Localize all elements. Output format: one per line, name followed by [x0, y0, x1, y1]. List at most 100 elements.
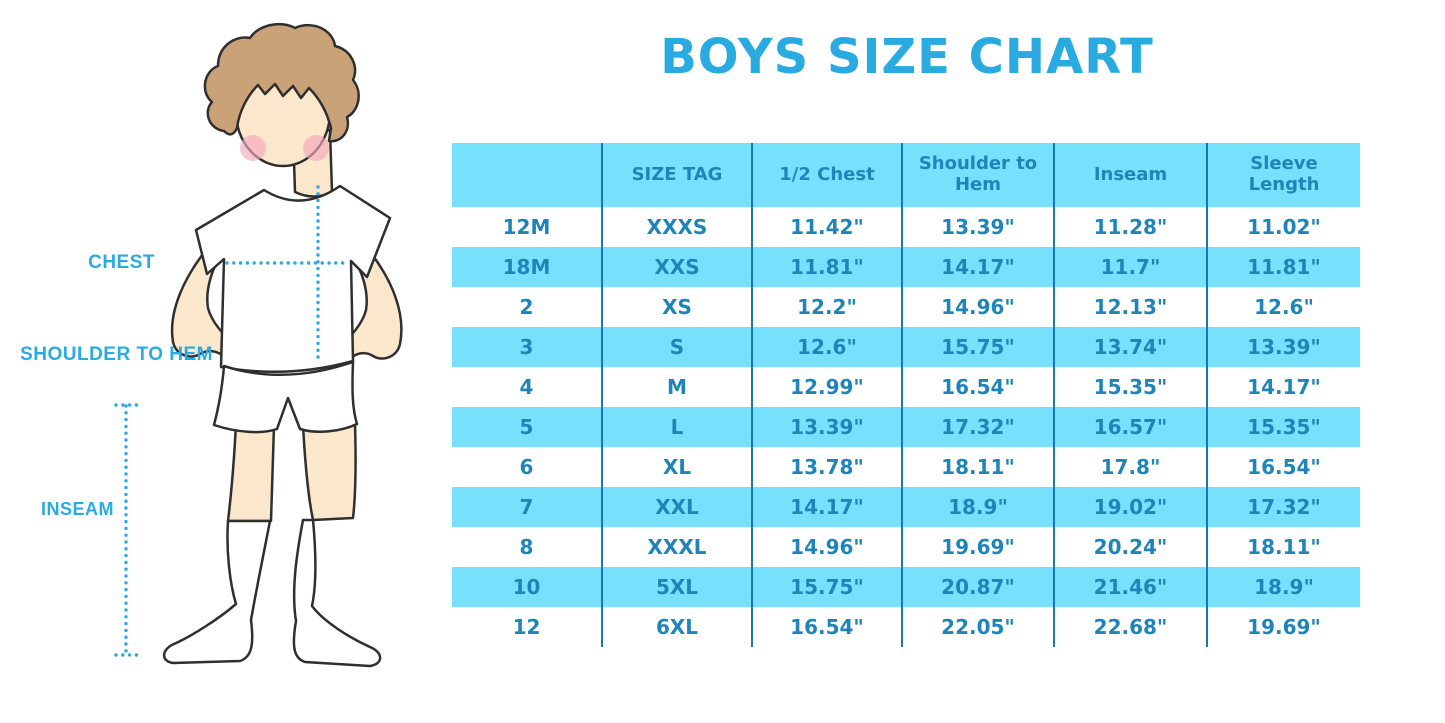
cell-sleeve-length: 18.11"	[1247, 535, 1321, 559]
cell-size: 8	[452, 527, 603, 567]
cell-half-chest: 11.42"	[752, 207, 903, 247]
cell-inseam: 11.28"	[1054, 207, 1208, 247]
cell-size: 18M	[452, 247, 603, 287]
cell-shoulder-to-hem: 19.69"	[902, 527, 1055, 567]
blush-right	[303, 135, 329, 161]
cell-size: 12M	[452, 207, 603, 247]
header-half-chest: 1/2 Chest	[752, 143, 903, 207]
cell-sleeve-length: 14.17"	[1247, 375, 1321, 399]
inseam-label: INSEAM	[40, 499, 114, 519]
cell-inseam: 15.35"	[1054, 367, 1208, 407]
cell-shoulder-to-hem: 16.54"	[902, 367, 1055, 407]
table-row: 18M XXS 11.81" 14.17" 11.7" 11.81"	[452, 247, 1360, 287]
boy-right-sock	[292, 518, 382, 668]
cell-inseam: 13.74"	[1054, 327, 1208, 367]
cell-sleeve-length: 11.02"	[1247, 215, 1321, 239]
boy-illustration	[114, 22, 403, 668]
cell-size: 3	[452, 327, 603, 367]
boy-measurement-figure: CHEST SHOULDER TO HEM INSEAM	[0, 0, 450, 723]
cell-size-tag: XXXS	[602, 207, 753, 247]
table-row: 7 XXL 14.17" 18.9" 19.02" 17.32"	[452, 487, 1360, 527]
header-size	[452, 143, 603, 207]
chest-label: CHEST	[88, 252, 155, 273]
table-row: 4 M 12.99" 16.54" 15.35" 14.17"	[452, 367, 1360, 407]
cell-inseam: 17.8"	[1054, 447, 1208, 487]
table-row: 5 L 13.39" 17.32" 16.57" 15.35"	[452, 407, 1360, 447]
cell-size: 2	[452, 287, 603, 327]
cell-half-chest: 13.78"	[752, 447, 903, 487]
cell-inseam: 16.57"	[1054, 407, 1208, 447]
cell-half-chest: 11.81"	[752, 247, 903, 287]
page-title: BOYS SIZE CHART	[660, 29, 1154, 85]
blush-left	[240, 135, 266, 161]
cell-size: 10	[452, 567, 603, 607]
measurement-dotted-lines	[114, 185, 348, 657]
cell-half-chest: 12.6"	[752, 327, 903, 367]
cell-size-tag: 6XL	[602, 607, 753, 647]
cell-size: 7	[452, 487, 603, 527]
cell-size-tag: S	[602, 327, 753, 367]
shoulder-to-hem-label: SHOULDER TO HEM	[20, 344, 213, 365]
boy-left-sock	[162, 519, 272, 665]
boy-shorts	[212, 360, 359, 434]
cell-size-tag: XL	[602, 447, 753, 487]
table-row: 12M XXXS 11.42" 13.39" 11.28" 11.02"	[452, 207, 1360, 247]
cell-shoulder-to-hem: 15.75"	[902, 327, 1055, 367]
cell-sleeve-length: 15.35"	[1207, 407, 1360, 447]
table-row: 6 XL 13.78" 18.11" 17.8" 16.54"	[452, 447, 1360, 487]
cell-size: 12	[452, 607, 603, 647]
cell-size-tag: L	[602, 407, 753, 447]
cell-shoulder-to-hem: 18.9"	[902, 487, 1055, 527]
cell-size-tag: M	[602, 367, 753, 407]
cell-size: 5	[452, 407, 603, 447]
cell-shoulder-to-hem: 14.96"	[902, 287, 1055, 327]
cell-size-tag: XXS	[602, 247, 753, 287]
cell-shoulder-to-hem: 20.87"	[902, 567, 1055, 607]
cell-shoulder-to-hem: 13.39"	[902, 207, 1055, 247]
table-row: 12 6XL 16.54" 22.05" 22.68" 19.69"	[452, 607, 1360, 647]
cell-sleeve-length: 11.81"	[1207, 247, 1360, 287]
cell-inseam: 11.7"	[1054, 247, 1208, 287]
cell-size-tag: XS	[602, 287, 753, 327]
cell-half-chest: 12.99"	[752, 367, 903, 407]
header-inseam: Inseam	[1054, 143, 1208, 207]
cell-sleeve-length: 18.9"	[1207, 567, 1360, 607]
cell-sleeve-length: 12.6"	[1254, 295, 1314, 319]
cell-sleeve-length: 17.32"	[1207, 487, 1360, 527]
cell-shoulder-to-hem: 18.11"	[902, 447, 1055, 487]
cell-half-chest: 15.75"	[752, 567, 903, 607]
boy-left-leg	[226, 422, 276, 523]
boy-right-leg	[301, 422, 357, 522]
table-row: 3 S 12.6" 15.75" 13.74" 13.39"	[452, 327, 1360, 367]
cell-inseam: 20.24"	[1054, 527, 1208, 567]
cell-inseam: 12.13"	[1054, 287, 1208, 327]
header-size-tag: SIZE TAG	[602, 143, 753, 207]
cell-size: 4	[452, 367, 603, 407]
cell-size-tag: 5XL	[602, 567, 753, 607]
cell-size-tag: XXL	[602, 487, 753, 527]
cell-inseam: 19.02"	[1054, 487, 1208, 527]
cell-sleeve-length: 19.69"	[1247, 615, 1321, 639]
cell-size: 6	[452, 447, 603, 487]
cell-inseam: 21.46"	[1054, 567, 1208, 607]
cell-half-chest: 16.54"	[752, 607, 903, 647]
header-shoulder-to-hem: Shoulder to Hem	[902, 143, 1055, 207]
table-row: 2 XS 12.2" 14.96" 12.13" 12.6"	[452, 287, 1360, 327]
cell-shoulder-to-hem: 22.05"	[902, 607, 1055, 647]
cell-shoulder-to-hem: 14.17"	[902, 247, 1055, 287]
cell-inseam: 22.68"	[1054, 607, 1208, 647]
cell-half-chest: 13.39"	[752, 407, 903, 447]
cell-shoulder-to-hem: 17.32"	[902, 407, 1055, 447]
table-row: 8 XXXL 14.96" 19.69" 20.24" 18.11"	[452, 527, 1360, 567]
table-header-row: SIZE TAG 1/2 Chest Shoulder to Hem Insea…	[452, 143, 1360, 207]
size-table: SIZE TAG 1/2 Chest Shoulder to Hem Insea…	[452, 143, 1360, 647]
cell-size-tag: XXXL	[602, 527, 753, 567]
boy-hair	[203, 22, 360, 143]
cell-half-chest: 12.2"	[752, 287, 903, 327]
cell-half-chest: 14.96"	[752, 527, 903, 567]
cell-sleeve-length: 16.54"	[1247, 455, 1321, 479]
table-row: 10 5XL 15.75" 20.87" 21.46" 18.9"	[452, 567, 1360, 607]
cell-sleeve-length: 13.39"	[1207, 327, 1360, 367]
cell-half-chest: 14.17"	[752, 487, 903, 527]
